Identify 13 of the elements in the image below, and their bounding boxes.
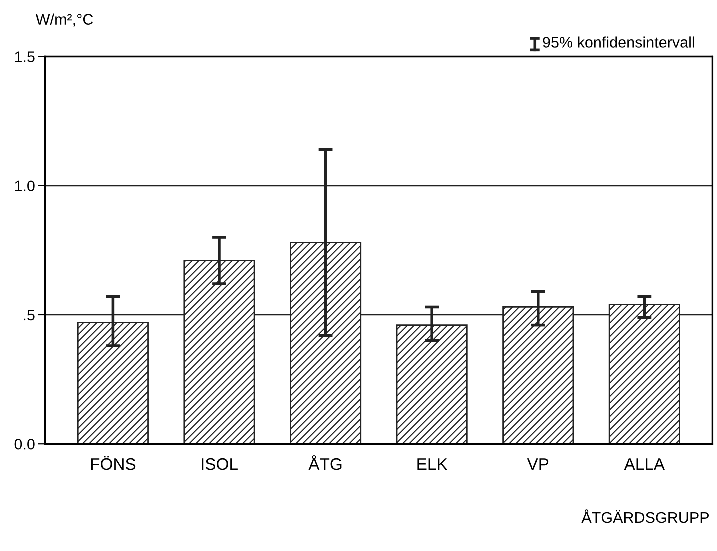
x-tick-label: ÅTG (308, 455, 342, 470)
y-tick-label: 1.0 (15, 180, 35, 192)
y-tick-label: 0.0 (14, 438, 35, 450)
x-tick-label: ISOL (202, 458, 238, 470)
y-tick-label: 1.5 (15, 52, 35, 62)
text: 95% konfidensintervall (543, 36, 694, 48)
x-axis-title: ÅTGÄRDSGRUPP (582, 510, 710, 524)
x-tick-label: ELK (418, 458, 448, 470)
x-tick-label: ALLA (624, 458, 666, 470)
x-tick-label: VP (527, 458, 549, 470)
x-tick-label: FÖNS (91, 456, 136, 470)
y-axis-title: W/m²,°C (36, 14, 94, 27)
y-tick-label: .5 (24, 310, 35, 321)
